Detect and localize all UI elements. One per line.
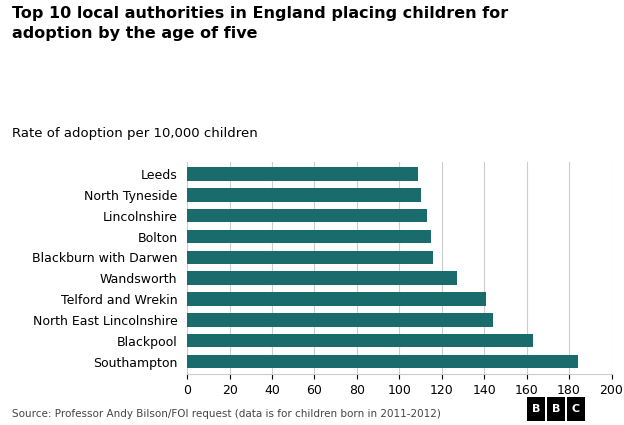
Bar bbox=[187, 272, 457, 285]
Bar bbox=[187, 334, 533, 348]
Text: Rate of adoption per 10,000 children: Rate of adoption per 10,000 children bbox=[12, 128, 258, 141]
Bar bbox=[187, 167, 419, 181]
Text: Top 10 local authorities in England placing children for
adoption by the age of : Top 10 local authorities in England plac… bbox=[12, 6, 509, 41]
Bar bbox=[187, 209, 427, 222]
Text: B: B bbox=[532, 404, 540, 414]
Bar bbox=[187, 230, 431, 243]
Bar bbox=[187, 188, 421, 201]
Bar bbox=[187, 251, 433, 264]
Text: B: B bbox=[552, 404, 560, 414]
Bar bbox=[187, 313, 493, 326]
Bar bbox=[187, 355, 578, 368]
Text: C: C bbox=[572, 404, 580, 414]
Bar bbox=[187, 292, 486, 306]
Text: Source: Professor Andy Bilson/FOI request (data is for children born in 2011-201: Source: Professor Andy Bilson/FOI reques… bbox=[12, 408, 441, 419]
